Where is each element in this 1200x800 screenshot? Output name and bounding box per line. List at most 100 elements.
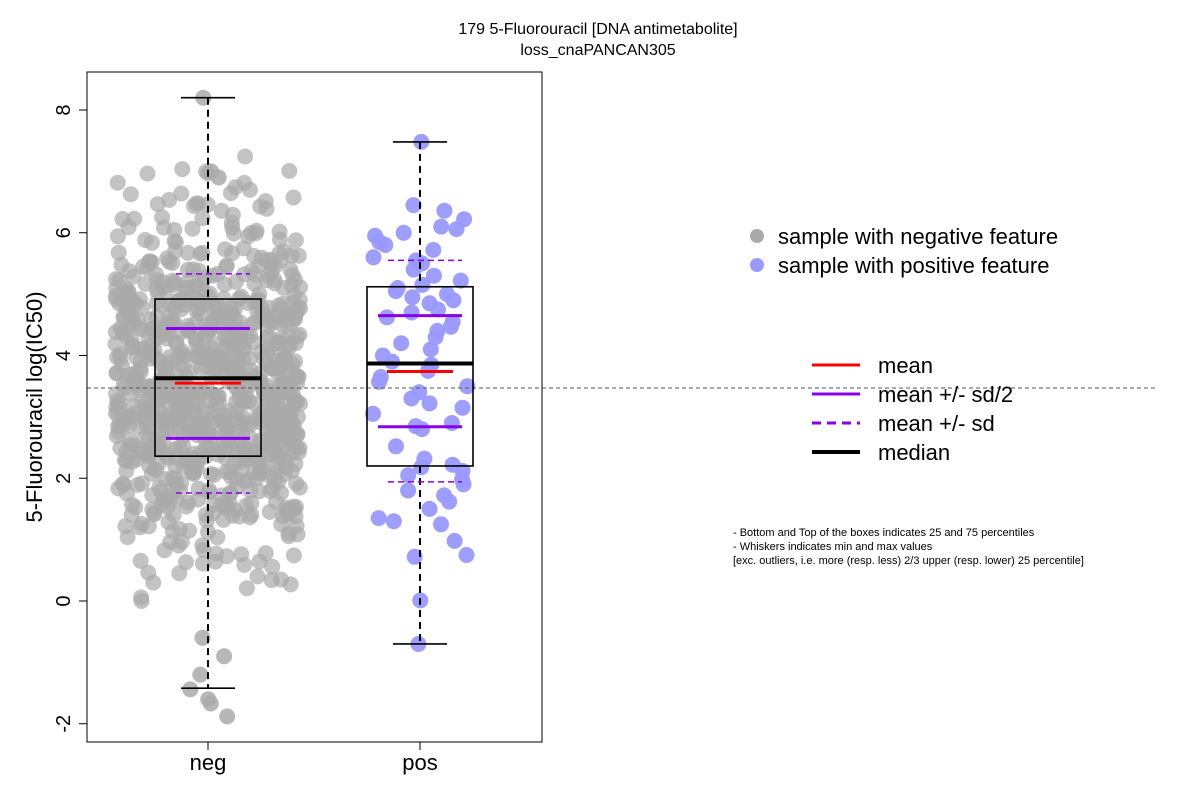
- chart-notes: - Bottom and Top of the boxes indicates …: [733, 526, 1084, 568]
- note-line-2: - Whiskers indicates min and max values: [733, 541, 933, 553]
- data-point: [222, 185, 239, 201]
- data-point: [194, 244, 211, 261]
- data-point: [259, 357, 276, 374]
- data-point: [237, 148, 254, 165]
- data-point: [288, 439, 305, 456]
- data-point: [188, 390, 205, 407]
- data-point: [158, 386, 174, 403]
- data-point: [108, 290, 125, 307]
- data-point: [133, 475, 150, 492]
- data-point: [166, 276, 183, 293]
- data-point: [219, 708, 236, 725]
- data-point: [108, 271, 124, 288]
- data-point: [225, 225, 242, 242]
- data-point: [139, 165, 156, 182]
- data-point: [370, 510, 387, 527]
- data-point: [238, 580, 255, 597]
- data-point: [246, 275, 263, 292]
- data-point: [212, 442, 229, 458]
- data-point: [429, 301, 446, 318]
- data-point: [122, 431, 139, 448]
- y-axis-label: 5-Fluorouracil log(IC50): [22, 291, 47, 522]
- data-point: [455, 476, 472, 493]
- data-point: [443, 415, 460, 431]
- data-point: [203, 403, 220, 420]
- data-point: [141, 253, 158, 270]
- data-point: [446, 532, 463, 549]
- chart-title: 179 5-Fluorouracil [DNA antimetabolite]: [458, 21, 737, 38]
- data-point: [158, 415, 175, 432]
- data-point: [131, 419, 148, 436]
- note-line-3: [exc. outliers, i.e. more (resp. less) 2…: [733, 555, 1084, 567]
- data-point: [287, 232, 304, 249]
- data-point: [173, 185, 190, 202]
- data-point: [141, 457, 158, 474]
- data-point: [164, 359, 180, 376]
- x-tick-label: neg: [190, 750, 227, 775]
- y-tick-label: 0: [53, 595, 75, 606]
- data-point: [272, 433, 289, 450]
- data-point: [184, 220, 201, 237]
- data-point: [283, 314, 300, 331]
- legend-marker-positive: [750, 258, 764, 272]
- x-tick-label: pos: [402, 750, 437, 775]
- legend-line-label-3: median: [878, 440, 950, 465]
- data-point: [272, 376, 288, 393]
- box-pos: [366, 141, 474, 645]
- data-point: [178, 554, 194, 571]
- data-point: [195, 542, 212, 558]
- data-point: [285, 189, 302, 206]
- data-point: [404, 289, 421, 306]
- data-point: [400, 467, 417, 484]
- data-point: [238, 497, 255, 514]
- data-point: [188, 461, 205, 477]
- data-point: [425, 241, 442, 258]
- data-point: [436, 202, 453, 219]
- data-point: [233, 546, 250, 563]
- data-point: [387, 283, 404, 300]
- data-point: [188, 303, 205, 320]
- legend-label-negative: sample with negative feature: [778, 224, 1058, 249]
- data-point: [229, 349, 246, 366]
- data-point: [403, 390, 420, 407]
- data-point: [445, 292, 462, 309]
- data-point: [181, 522, 197, 539]
- data-point: [275, 279, 292, 296]
- data-point: [186, 198, 202, 214]
- iqr-box: [366, 285, 474, 467]
- data-point: [108, 364, 125, 381]
- data-point: [272, 231, 288, 248]
- y-tick-label: 6: [53, 227, 75, 238]
- data-point: [385, 513, 402, 530]
- data-point: [251, 458, 268, 475]
- data-point: [239, 445, 255, 462]
- data-point: [179, 322, 196, 339]
- data-point: [118, 452, 135, 469]
- data-point: [232, 432, 249, 448]
- data-point: [224, 363, 241, 380]
- data-point: [192, 666, 209, 683]
- data-point: [174, 343, 191, 360]
- data-point: [259, 317, 276, 334]
- data-point: [458, 547, 475, 563]
- data-point: [194, 210, 211, 227]
- data-point: [140, 328, 157, 345]
- data-point: [413, 459, 430, 476]
- data-point: [433, 516, 449, 533]
- data-point: [148, 266, 164, 283]
- data-point: [227, 273, 244, 290]
- data-point: [257, 252, 274, 269]
- data-point: [120, 285, 137, 301]
- data-point: [194, 555, 211, 572]
- data-point: [365, 405, 381, 422]
- data-point: [210, 169, 227, 186]
- data-point: [187, 419, 204, 435]
- data-point: [422, 341, 439, 358]
- data-point: [421, 500, 438, 517]
- y-tick-label: -2: [53, 715, 75, 733]
- data-point: [290, 299, 307, 316]
- data-point: [286, 395, 303, 412]
- data-point: [207, 336, 224, 353]
- plot-frame: [86, 71, 543, 743]
